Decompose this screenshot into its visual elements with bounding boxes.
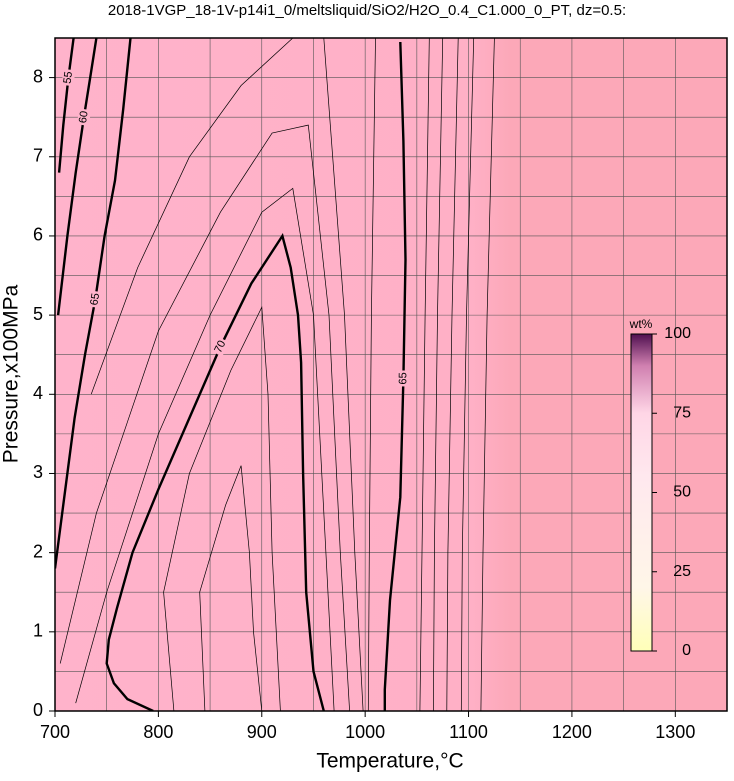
x-axis-label: Temperature,°C: [316, 750, 463, 773]
contour-label-bg: [88, 290, 103, 309]
minor-contour: [90, 38, 364, 711]
colorbar-label: wt%: [629, 317, 653, 331]
x-tick-label: 1100: [449, 722, 488, 742]
colorbar-tick-label: 75: [673, 404, 691, 421]
y-tick-label: 6: [33, 225, 43, 245]
colorbar-tick-label: 50: [673, 484, 691, 501]
minor-contour: [460, 38, 475, 711]
x-tick-label: 800: [143, 722, 173, 742]
contour-label-bg: [211, 336, 230, 357]
minor-contour: [199, 465, 263, 711]
contour-label: 55: [62, 71, 75, 85]
contour-label-bg: [61, 68, 76, 87]
colorbar: [630, 333, 653, 652]
minor-contour: [419, 38, 430, 711]
y-tick-label: 1: [33, 621, 43, 641]
minor-contour: [59, 124, 350, 711]
contour-label: 65: [88, 292, 102, 306]
chart-title: 2018-1VGP_18-1V-p14i1_0/meltsliquid/SiO2…: [108, 2, 626, 19]
minor-contour: [433, 38, 444, 711]
x-tick-label: 700: [40, 722, 70, 742]
contour-label: 70: [212, 339, 228, 355]
contour-label: 60: [77, 110, 91, 124]
colorbar-tick-label: 100: [664, 325, 691, 342]
minor-contour: [75, 187, 335, 711]
plot-background: [55, 38, 727, 711]
contour-label-bg: [76, 108, 92, 127]
y-tick-label: 7: [33, 146, 43, 166]
colorbar-tick-label: 25: [673, 563, 691, 580]
x-tick-label: 1200: [552, 722, 592, 742]
grid: [54, 38, 727, 712]
y-axis-label: Pressure,x100MPa: [0, 284, 23, 463]
x-tick-label: 1000: [345, 722, 385, 742]
minor-contour: [480, 38, 495, 711]
minor-contour: [367, 38, 376, 711]
x-tick-label: 1300: [655, 722, 695, 742]
x-tick-label: 900: [247, 722, 277, 742]
y-tick-label: 2: [33, 541, 43, 561]
contour-label: 65: [397, 372, 409, 384]
contour-labels: 70 65 65 60 55: [61, 68, 410, 387]
y-tick-label: 0: [33, 700, 43, 720]
minor-contour: [163, 305, 281, 711]
y-tick-label: 5: [33, 304, 43, 324]
y-tick-label: 4: [33, 383, 43, 403]
major-contour: [56, 38, 98, 316]
major-contour: [383, 41, 407, 711]
minor-contour: [446, 38, 459, 711]
plot-frame: [54, 37, 728, 712]
y-tick-label: 3: [33, 462, 43, 482]
major-contour: [57, 38, 75, 173]
contour-label-bg: [397, 370, 410, 387]
colorbar-tick-label: 0: [682, 642, 691, 659]
y-tick-label: 8: [33, 66, 43, 86]
